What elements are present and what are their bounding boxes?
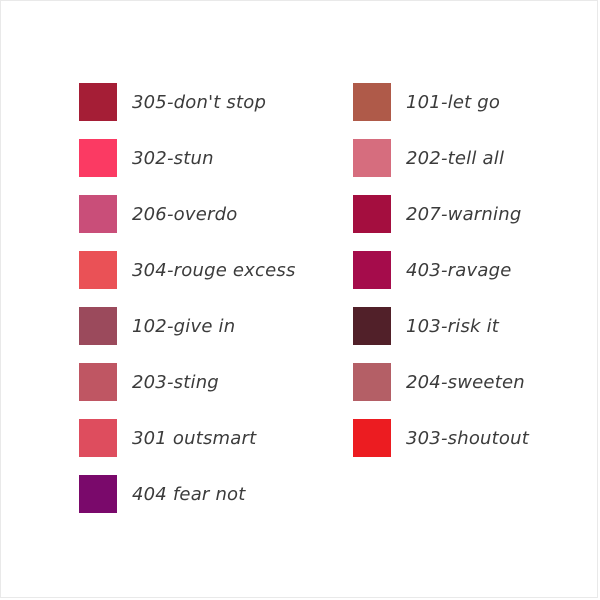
color-swatch-304[interactable] [79,251,117,289]
shade-row: 103-risk it [353,307,529,345]
shade-label: 206-overdo [132,203,238,225]
shade-label: 303-shoutout [406,427,529,449]
color-swatch-403[interactable] [353,251,391,289]
shade-row: 202-tell all [353,139,529,177]
color-swatch-305[interactable] [79,83,117,121]
shade-label: 204-sweeten [406,371,525,393]
shade-label: 102-give in [132,315,236,337]
shade-row: 304-rouge excess [79,251,296,289]
shade-row: 102-give in [79,307,296,345]
color-swatch-404[interactable] [79,475,117,513]
shade-label: 305-don't stop [132,91,267,113]
shade-row: 203-sting [79,363,296,401]
color-swatch-202[interactable] [353,139,391,177]
shade-label: 103-risk it [406,315,500,337]
shade-row: 302-stun [79,139,296,177]
shade-row: 207-warning [353,195,529,233]
shade-row: 301 outsmart [79,419,296,457]
shade-label: 403-ravage [406,259,512,281]
color-swatch-203[interactable] [79,363,117,401]
color-swatch-206[interactable] [79,195,117,233]
shade-label: 207-warning [406,203,522,225]
color-swatch-101[interactable] [353,83,391,121]
shade-column-left: 305-don't stop 302-stun 206-overdo 304-r… [79,83,296,531]
shade-label: 203-sting [132,371,219,393]
color-swatch-103[interactable] [353,307,391,345]
shade-column-right: 101-let go 202-tell all 207-warning 403-… [353,83,529,475]
color-swatch-302[interactable] [79,139,117,177]
shade-row: 305-don't stop [79,83,296,121]
color-swatch-303[interactable] [353,419,391,457]
shade-row: 404 fear not [79,475,296,513]
shade-row: 403-ravage [353,251,529,289]
shade-label: 202-tell all [406,147,505,169]
color-swatch-102[interactable] [79,307,117,345]
color-swatch-204[interactable] [353,363,391,401]
shade-label: 304-rouge excess [132,259,296,281]
shade-row: 204-sweeten [353,363,529,401]
color-swatch-301[interactable] [79,419,117,457]
color-swatch-207[interactable] [353,195,391,233]
shade-row: 101-let go [353,83,529,121]
shade-row: 206-overdo [79,195,296,233]
shade-label: 101-let go [406,91,501,113]
shade-row: 303-shoutout [353,419,529,457]
shade-label: 404 fear not [132,483,246,505]
shade-label: 301 outsmart [132,427,257,449]
shade-label: 302-stun [132,147,214,169]
